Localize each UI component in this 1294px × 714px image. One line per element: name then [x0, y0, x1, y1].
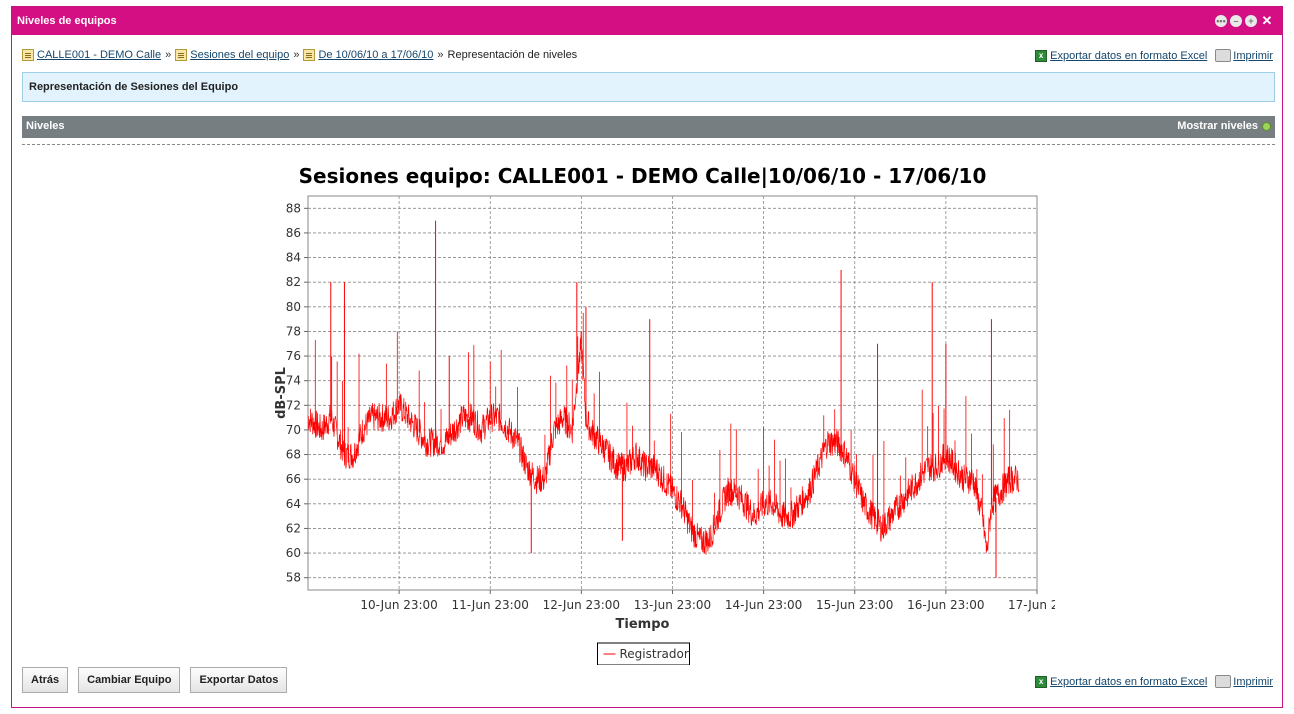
x-tick-label: 17-Jun 23: [1008, 598, 1055, 612]
excel-icon: x: [1035, 675, 1048, 688]
document-icon: [175, 49, 188, 61]
document-icon: [303, 49, 316, 61]
y-tick-label: 66: [286, 472, 301, 486]
y-tick-label: 76: [286, 349, 301, 363]
printer-icon: [1215, 675, 1232, 688]
breadcrumb-link-date-range[interactable]: De 10/06/10 a 17/06/10: [318, 49, 434, 61]
legend-label-registrador: Registrador: [620, 647, 689, 661]
breadcrumb-separator: »: [293, 49, 300, 61]
y-tick-label: 78: [286, 324, 301, 338]
export-data-button[interactable]: Exportar Datos: [190, 667, 288, 693]
y-tick-label: 58: [286, 571, 301, 585]
window-controls: ••• – + ✕: [1215, 13, 1274, 28]
legend-box: [597, 642, 690, 665]
chart-title: Sesiones equipo: CALLE001 - DEMO Calle|1…: [299, 164, 987, 188]
levels-bar: Niveles Mostrar niveles: [22, 116, 1275, 138]
y-tick-label: 88: [286, 201, 301, 215]
breadcrumb-link-sessions[interactable]: Sesiones del equipo: [190, 49, 290, 61]
breadcrumb: CALLE001 - DEMO Calle » Sesiones del equ…: [22, 49, 577, 61]
divider: [22, 144, 1275, 145]
levels-label: Niveles: [26, 120, 65, 132]
x-tick-label: 13-Jun 23:00: [634, 598, 711, 612]
levels-chart: Sesiones equipo: CALLE001 - DEMO Calle|1…: [274, 164, 1055, 665]
x-axis-label: Tiempo: [616, 617, 670, 632]
bottom-actions: x Exportar datos en formato Excel Imprim…: [1035, 675, 1273, 688]
show-levels-toggle[interactable]: Mostrar niveles: [1177, 120, 1271, 132]
printer-icon: [1215, 49, 1232, 62]
change-device-button[interactable]: Cambiar Equipo: [78, 667, 181, 693]
window-title: Niveles de equipos: [17, 15, 117, 27]
export-excel-link-bottom[interactable]: Exportar datos en formato Excel: [1050, 675, 1208, 688]
x-tick-label: 15-Jun 23:00: [816, 598, 893, 612]
y-tick-label: 62: [286, 521, 301, 535]
x-tick-label: 16-Jun 23:00: [907, 598, 984, 612]
x-tick-label: 14-Jun 23:00: [725, 598, 802, 612]
breadcrumb-separator: »: [165, 49, 172, 61]
close-icon[interactable]: ✕: [1261, 13, 1273, 28]
y-axis-label: dB-SPL: [274, 367, 289, 419]
y-tick-label: 82: [286, 275, 301, 289]
y-tick-label: 70: [286, 423, 301, 437]
export-excel-link[interactable]: Exportar datos en formato Excel: [1050, 49, 1208, 62]
export-excel-group: x Exportar datos en formato Excel: [1035, 675, 1208, 688]
button-row: Atrás Cambiar Equipo Exportar Datos: [22, 667, 288, 693]
print-link-bottom[interactable]: Imprimir: [1233, 675, 1273, 688]
series-line-registrador: [307, 331, 1020, 555]
show-levels-label[interactable]: Mostrar niveles: [1177, 120, 1258, 132]
panel-title: Representación de Sesiones del Equipo: [22, 72, 1275, 102]
y-tick-label: 64: [286, 497, 301, 511]
print-group: Imprimir: [1215, 675, 1273, 688]
minimize-icon[interactable]: –: [1230, 15, 1242, 27]
window-titlebar: Niveles de equipos ••• – + ✕: [12, 7, 1282, 35]
back-button[interactable]: Atrás: [22, 667, 69, 693]
window: Niveles de equipos ••• – + ✕ CALLE001 - …: [11, 6, 1283, 708]
y-tick-label: 74: [286, 374, 301, 388]
y-tick-label: 86: [286, 226, 301, 240]
x-tick-label: 10-Jun 23:00: [360, 598, 437, 612]
y-tick-label: 60: [286, 546, 301, 560]
y-tick-label: 84: [286, 251, 301, 265]
excel-icon: x: [1035, 49, 1048, 62]
export-excel-group: x Exportar datos en formato Excel: [1035, 49, 1208, 62]
breadcrumb-current: Representación de niveles: [447, 49, 578, 61]
document-icon: [22, 49, 34, 61]
toggle-dot-icon[interactable]: [1262, 121, 1271, 131]
breadcrumb-link-device[interactable]: CALLE001 - DEMO Calle: [37, 49, 162, 61]
y-tick-label: 68: [286, 448, 301, 462]
print-group: Imprimir: [1215, 49, 1273, 62]
top-actions: x Exportar datos en formato Excel Imprim…: [1035, 49, 1273, 62]
breadcrumb-separator: »: [437, 49, 444, 61]
maximize-icon[interactable]: +: [1245, 15, 1257, 27]
x-tick-label: 11-Jun 23:00: [452, 598, 529, 612]
y-tick-label: 80: [286, 300, 301, 314]
print-link[interactable]: Imprimir: [1233, 49, 1273, 62]
more-icon[interactable]: •••: [1215, 15, 1227, 27]
x-tick-label: 12-Jun 23:00: [543, 598, 620, 612]
y-tick-label: 72: [286, 398, 301, 412]
